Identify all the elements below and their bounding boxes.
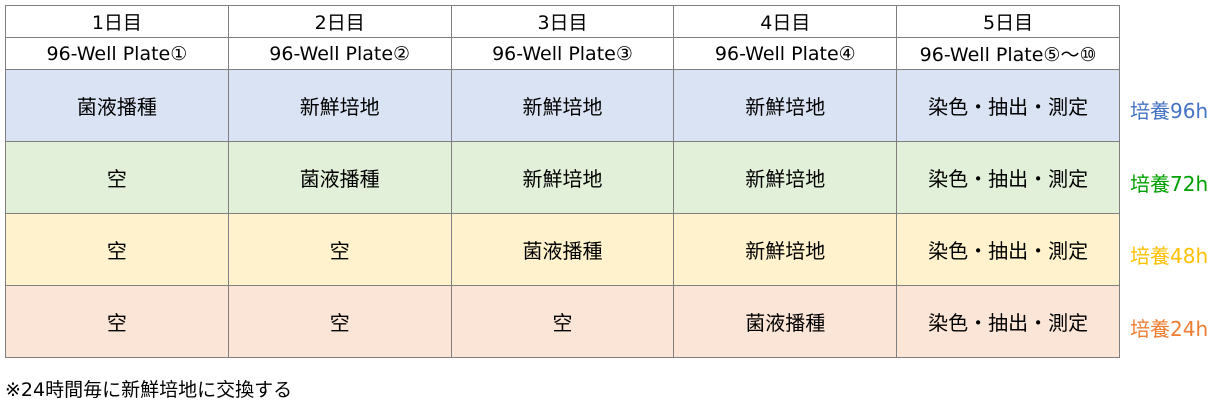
plate-header-5: 96-Well Plate⑤〜⑩: [896, 37, 1120, 70]
day-header-4: 4日目: [673, 5, 898, 38]
table-cell: 染色・抽出・測定: [896, 213, 1120, 286]
table-cell: 新鮮培地: [450, 141, 675, 214]
table-cell: 菌液播種: [227, 141, 452, 214]
table-cell: 菌液播種: [5, 69, 229, 142]
table-cell: 空: [450, 285, 675, 358]
table-cell: 新鮮培地: [227, 69, 452, 142]
table-cell: 新鮮培地: [450, 69, 675, 142]
footnote: ※24時間毎に新鮮培地に交換する: [5, 379, 293, 401]
table-cell: 空: [5, 141, 229, 214]
table-cell: 空: [5, 285, 229, 358]
plate-header-3: 96-Well Plate③: [450, 37, 675, 70]
table-cell: 新鮮培地: [673, 69, 898, 142]
table-row: 菌液播種 新鮮培地 新鮮培地 新鮮培地 染色・抽出・測定: [5, 69, 1120, 142]
table-cell: 空: [5, 213, 229, 286]
table-row: 空 菌液播種 新鮮培地 新鮮培地 染色・抽出・測定: [5, 141, 1120, 214]
table-cell: 染色・抽出・測定: [896, 285, 1120, 358]
table-row: 空 空 空 菌液播種 染色・抽出・測定: [5, 285, 1120, 358]
day-header-5: 5日目: [896, 5, 1120, 38]
day-header-1: 1日目: [5, 5, 229, 38]
plate-header-4: 96-Well Plate④: [673, 37, 898, 70]
culture-label-24h: 培養24h: [1130, 317, 1209, 341]
culture-label-96h: 培養96h: [1130, 99, 1209, 123]
table-cell: 染色・抽出・測定: [896, 69, 1120, 142]
day-header-2: 2日目: [227, 5, 452, 38]
plate-header-2: 96-Well Plate②: [227, 37, 452, 70]
table-cell: 空: [227, 213, 452, 286]
table-cell: 菌液播種: [673, 285, 898, 358]
schedule-table: 1日目 2日目 3日目 4日目 5日目 96-Well Plate① 96-We…: [5, 5, 1120, 358]
table-cell: 染色・抽出・測定: [896, 141, 1120, 214]
table-cell: 新鮮培地: [673, 141, 898, 214]
table-cell: 空: [227, 285, 452, 358]
table-cell: 新鮮培地: [673, 213, 898, 286]
plate-header-row: 96-Well Plate① 96-Well Plate② 96-Well Pl…: [5, 37, 1120, 70]
culture-label-72h: 培養72h: [1130, 172, 1209, 196]
table-cell: 菌液播種: [450, 213, 675, 286]
day-header-row: 1日目 2日目 3日目 4日目 5日目: [5, 5, 1120, 38]
culture-label-48h: 培養48h: [1130, 244, 1209, 268]
table-row: 空 空 菌液播種 新鮮培地 染色・抽出・測定: [5, 213, 1120, 286]
plate-header-1: 96-Well Plate①: [5, 37, 229, 70]
day-header-3: 3日目: [450, 5, 675, 38]
